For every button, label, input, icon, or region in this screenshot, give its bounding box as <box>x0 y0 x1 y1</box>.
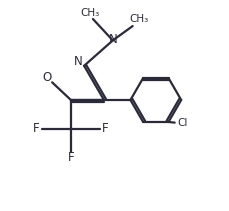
Text: F: F <box>101 122 108 135</box>
Text: O: O <box>42 71 51 84</box>
Text: CH₃: CH₃ <box>129 14 148 24</box>
Text: N: N <box>73 55 82 68</box>
Text: F: F <box>33 122 40 135</box>
Text: CH₃: CH₃ <box>80 8 99 18</box>
Text: F: F <box>67 151 74 164</box>
Text: N: N <box>108 33 117 46</box>
Text: Cl: Cl <box>177 118 187 128</box>
